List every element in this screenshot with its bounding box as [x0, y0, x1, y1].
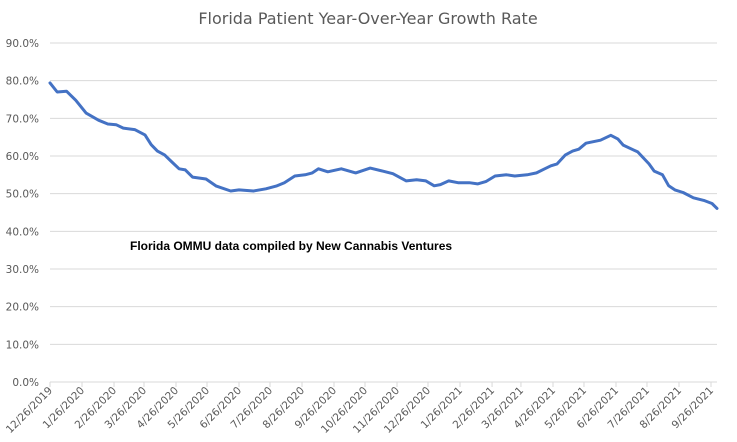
- y-tick-label: 90.0%: [6, 38, 39, 50]
- series-line: [48, 81, 719, 210]
- y-axis: 0.0% 10.0% 20.0% 30.0% 40.0% 50.0% 60.0% 70.0% 8…: [6, 38, 39, 389]
- y-tick-label: 60.0%: [6, 151, 39, 163]
- chart-title: Florida Patient Year-Over-Year Growth Ra…: [198, 9, 537, 28]
- y-tick-label: 80.0%: [6, 76, 39, 88]
- series-group: [48, 81, 719, 210]
- y-tick-label: 70.0%: [6, 113, 39, 125]
- y-tick-label: 20.0%: [6, 302, 39, 314]
- y-tick-label: 10.0%: [6, 339, 39, 351]
- y-tick-label: 50.0%: [6, 189, 39, 201]
- source-annotation: Florida OMMU data compiled by New Cannab…: [130, 239, 452, 253]
- y-tick-label: 30.0%: [6, 264, 39, 276]
- gridlines: [50, 42, 717, 383]
- y-tick-label: 40.0%: [6, 226, 39, 238]
- y-tick-label: 0.0%: [12, 377, 39, 389]
